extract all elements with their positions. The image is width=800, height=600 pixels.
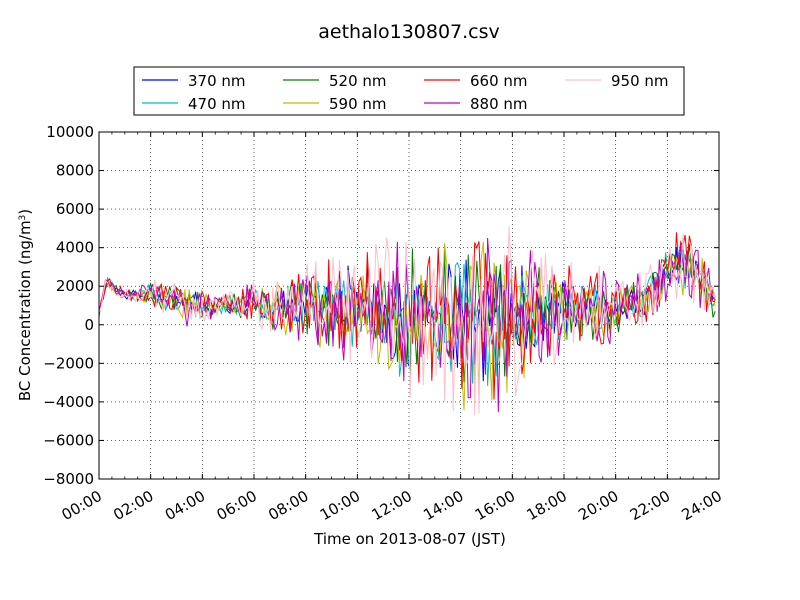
y-axis-label: BC Concentration (ng/m3)	[16, 209, 34, 401]
legend-box	[133, 66, 685, 116]
legend-label: 520 nm	[329, 72, 387, 90]
series-line-880-nm	[98, 237, 716, 413]
plot-series	[98, 226, 716, 415]
x-tick-label: 02:00	[110, 487, 156, 524]
x-tick-label: 00:00	[59, 487, 105, 524]
y-tick-label: −4000	[43, 393, 94, 411]
x-tick-label: 14:00	[420, 487, 466, 524]
x-tick-label: 06:00	[214, 487, 260, 524]
legend-label: 370 nm	[188, 72, 246, 90]
x-tick-label: 10:00	[317, 487, 363, 524]
y-tick-label: 2000	[56, 277, 94, 295]
y-axis-label-main: BC Concentration (ng/m	[16, 220, 34, 401]
y-tick-label: 10000	[46, 123, 94, 141]
y-tick-label: −6000	[43, 431, 94, 449]
y-tick-label: 8000	[56, 162, 94, 180]
y-tick-label: −8000	[43, 470, 94, 488]
x-tick-label: 08:00	[265, 487, 311, 524]
x-axis-label: Time on 2013-08-07 (JST)	[313, 530, 506, 548]
legend: 370 nm 470 nm 520 nm 590 nm 660 nm 880 nm 950 …	[133, 66, 685, 116]
x-tick-label: 24:00	[679, 487, 725, 524]
chart-title: aethalo130807.csv	[318, 21, 500, 43]
x-tick-label: 12:00	[369, 487, 415, 524]
legend-label: 950 nm	[611, 72, 669, 90]
x-tick-label: 18:00	[524, 487, 570, 524]
y-tick-label: 0	[84, 316, 94, 334]
y-axis-label-sup: 3	[18, 215, 28, 221]
y-tick-label: 4000	[56, 239, 94, 257]
x-tick-label: 04:00	[162, 487, 208, 524]
series-line-950-nm	[98, 226, 716, 415]
legend-label: 590 nm	[329, 95, 387, 113]
legend-label: 660 nm	[470, 72, 528, 90]
y-tick-label: 6000	[56, 200, 94, 218]
y-axis-label-close: )	[16, 209, 34, 215]
x-tick-label: 16:00	[472, 487, 518, 524]
x-tick-label: 20:00	[575, 487, 621, 524]
x-tick-label: 22:00	[627, 487, 673, 524]
legend-label: 470 nm	[188, 95, 246, 113]
y-tick-label: −2000	[43, 354, 94, 372]
legend-label: 880 nm	[470, 95, 528, 113]
